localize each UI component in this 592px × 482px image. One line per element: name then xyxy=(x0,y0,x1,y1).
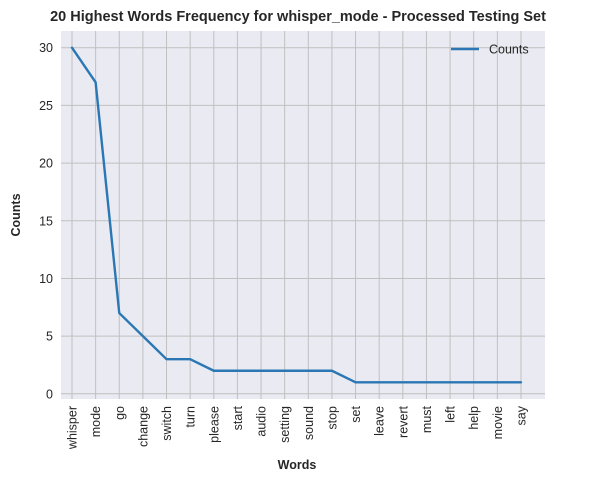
x-tick-label: movie xyxy=(491,406,505,439)
y-tick-label: 30 xyxy=(39,41,53,55)
y-tick-label: 0 xyxy=(46,387,53,401)
x-tick-label: left xyxy=(444,405,458,422)
x-tick-label: sound xyxy=(302,406,316,440)
x-tick-label: start xyxy=(231,405,245,430)
y-tick-label: 5 xyxy=(46,330,53,344)
x-tick-label: please xyxy=(207,406,221,443)
x-tick-label: revert xyxy=(396,405,410,437)
x-tick-label: setting xyxy=(278,406,292,443)
x-tick-label: help xyxy=(467,406,481,430)
plot-area xyxy=(61,31,545,399)
y-axis-label: Counts xyxy=(9,193,23,236)
x-tick-label: change xyxy=(136,406,150,447)
chart-title: 20 Highest Words Frequency for whisper_m… xyxy=(50,9,546,25)
x-tick-label: mode xyxy=(89,406,103,437)
y-tick-label: 15 xyxy=(39,214,53,228)
y-tick-label: 10 xyxy=(39,272,53,286)
x-tick-label: stop xyxy=(325,406,339,430)
legend: Counts xyxy=(451,43,529,57)
x-tick-label: whisper xyxy=(66,406,80,450)
x-tick-label: turn xyxy=(184,406,198,428)
x-tick-label: must xyxy=(420,405,434,433)
y-tick-label: 20 xyxy=(39,157,53,171)
x-tick-label: go xyxy=(113,406,127,420)
x-tick-label: say xyxy=(514,405,528,425)
legend-label-counts: Counts xyxy=(489,43,529,57)
series-line-counts xyxy=(70,46,523,384)
y-tick-label: 25 xyxy=(39,99,53,113)
x-gridlines xyxy=(71,31,522,399)
x-tick-label: audio xyxy=(255,406,269,437)
x-tick-label: leave xyxy=(373,406,387,436)
y-tick-labels: 0 5 10 15 20 25 30 xyxy=(39,41,53,401)
x-tick-label: set xyxy=(349,405,363,422)
y-gridlines xyxy=(61,47,545,395)
x-tick-label: switch xyxy=(160,406,174,441)
x-tick-labels: whisper mode go change switch turn please start… xyxy=(66,405,529,450)
x-axis-label: Words xyxy=(278,458,317,472)
